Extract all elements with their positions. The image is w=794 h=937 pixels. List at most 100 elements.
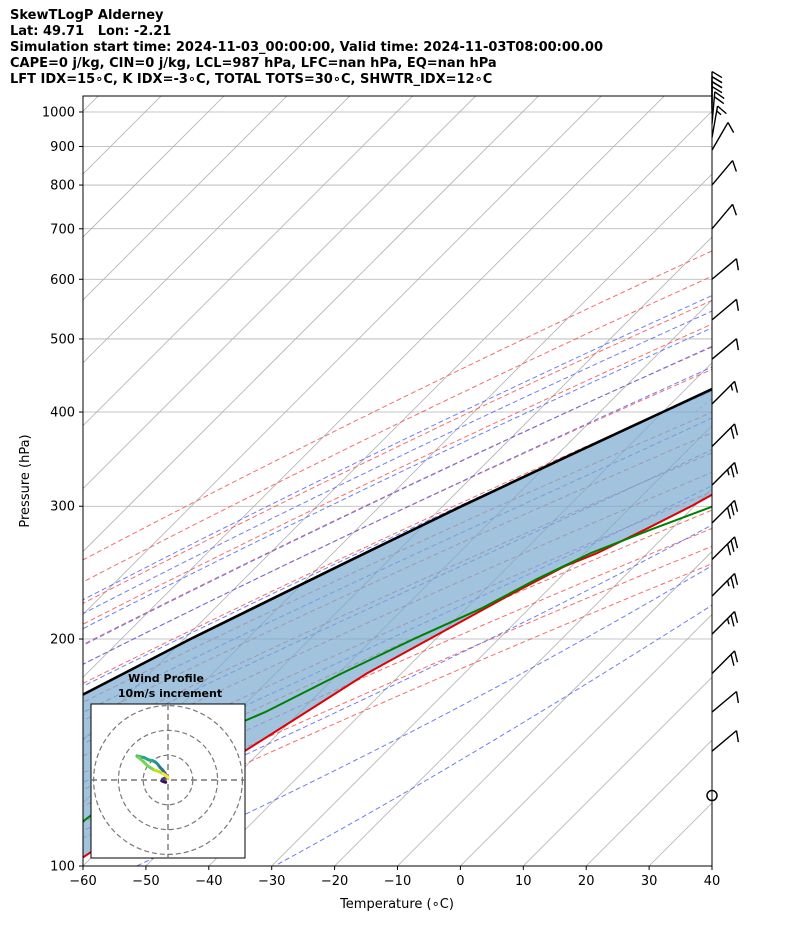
x-tick-label: −40 [195,874,222,889]
wind-barb [711,650,739,675]
barb-flag [730,503,735,516]
p-tick-label: 600 [50,273,75,288]
wind-barb [711,81,723,114]
barb-flag [731,204,738,216]
barb-flag [711,86,723,94]
dry-adiabat-line [83,509,712,791]
barb-staff [711,122,729,151]
wind-barbs [706,70,740,802]
calm-wind-marker [706,789,718,802]
barb-flag [733,381,739,393]
barb-staff [711,298,737,321]
barb-flag [733,462,739,474]
title-cape-cin: CAPE=0 j/kg, CIN=0 j/kg, LCL=987 hPa, LF… [10,56,497,71]
barb-flag [733,423,739,436]
barb-flag [735,691,740,704]
barb-flag [733,500,739,512]
mixing-ratio-line [790,96,794,412]
x-tick-label: −60 [69,874,96,889]
isotherm-line [83,96,602,615]
barb-flag [730,654,735,666]
barb-flag [735,730,740,743]
wind-barb [711,611,739,635]
x-tick-label: 10 [515,874,532,889]
wind-barb [711,338,740,360]
isotherm-line [83,96,351,364]
x-tick-label: −50 [132,874,159,889]
barb-staff [711,461,736,486]
hodograph-title: Wind Profile [128,672,204,685]
moist-adiabat-line [83,524,712,832]
moist-adiabat-line [83,310,712,615]
x-tick-label: 40 [704,874,721,889]
barb-half-flag [726,580,730,587]
barb-staff [711,423,736,448]
barb-flag [711,70,723,79]
dry-adiabat-line [83,545,712,823]
barb-staff [711,160,734,186]
p-tick-label: 1000 [42,105,75,120]
barb-staff [711,572,736,597]
wind-barb [711,298,740,321]
barb-flag [731,160,738,172]
hodograph-body [91,704,245,858]
mixing-ratio-line [741,96,794,412]
p-tick-label: 900 [50,140,75,155]
barb-flag [717,105,727,115]
barb-half-flag [716,110,722,116]
x-tick-label: −20 [321,874,348,889]
wind-barb [711,572,739,597]
moist-adiabat-line [83,327,712,630]
moist-adiabat-line [83,345,712,646]
wind-barb [711,690,740,713]
chart-title-block: SkewTLogP Alderney Lat: 49.71 Lon: -2.21 S… [10,8,603,88]
barb-half-flag [726,469,730,476]
barb-flag [735,258,740,271]
barb-flag [730,576,735,589]
isotherm-line [334,488,712,866]
barb-flag [727,122,735,133]
barb-staff [711,690,737,713]
p-tick-label: 800 [50,179,75,194]
barb-staff [711,499,736,524]
barb-flag [733,611,739,623]
hodograph-ring [117,729,219,831]
wind-barb [711,160,738,186]
isotherm-line [83,96,413,427]
barb-flag [733,650,739,663]
barb-flag [730,427,735,439]
barb-staff [711,338,737,360]
title-station: SkewTLogP Alderney [10,8,164,23]
isotherm-line [711,865,712,866]
p-tick-label: 200 [50,633,75,648]
p-tick-label: 500 [50,332,75,347]
isotherm-line [83,96,225,238]
barb-flag [735,338,740,351]
barb-flag [735,299,740,311]
isotherm-line [775,96,794,866]
barb-flag [730,614,735,627]
barb-flag [730,540,735,552]
wind-barb [711,258,740,280]
dry-adiabat-line [83,323,712,625]
x-tick-label: 0 [456,874,464,889]
wind-barb [711,730,740,752]
barb-flag [733,536,739,549]
barb-flag [726,507,732,519]
p-tick-label: 400 [50,406,75,421]
parcel-profile-line [83,387,712,697]
moist-adiabat-line [83,366,712,665]
x-tick-label: −30 [258,874,285,889]
wind-barb [711,203,738,230]
isotherm-line [460,613,712,866]
dry-adiabat-line [83,299,712,604]
axes: −60 −50 −40 −30 −20 −10 0 10 20 30 40 100 200 300 400 5… [42,105,720,889]
title-indices: LFT IDX=15∘C, K IDX=-3∘C, TOTAL TOTS=30∘… [10,72,493,87]
barb-staff [711,650,736,675]
barb-half-flag [730,384,734,391]
p-tick-label: 300 [50,500,75,515]
wind-barb [711,380,739,405]
temperature-line [83,493,712,859]
moist-adiabat-line [83,390,712,687]
